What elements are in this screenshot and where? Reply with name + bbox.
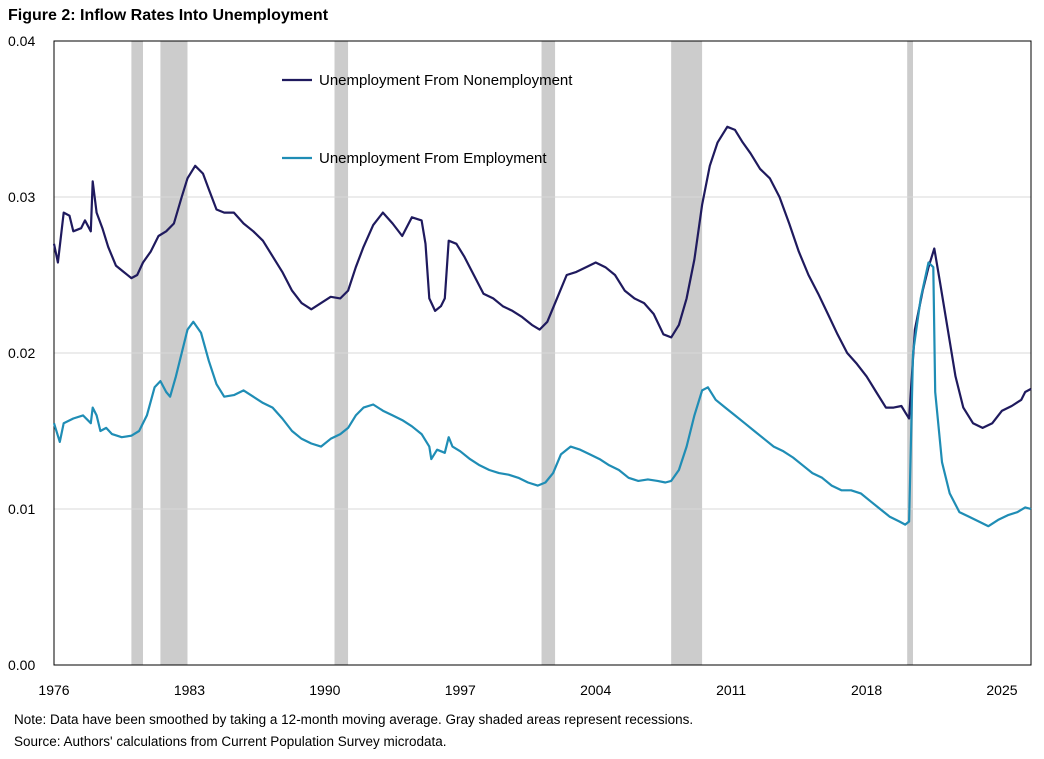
- source-note: Source: Authors' calculations from Curre…: [14, 734, 447, 749]
- y-tick-label-3: 0.03: [8, 189, 35, 205]
- x-axis-ticks: 1976 1983 1990 1997 2004 2011 2018 2025: [38, 682, 1017, 698]
- line-chart: 0.00 0.01 0.02 0.03 0.04 1976 1983 1990 1997 200…: [8, 33, 1032, 698]
- x-tick-label-4: 2004: [580, 682, 611, 698]
- legend-label-nonemployment: Unemployment From Nonemployment: [319, 72, 573, 89]
- footnote: Note: Data have been smoothed by taking …: [14, 712, 694, 727]
- y-axis-ticks: 0.00 0.01 0.02 0.03 0.04: [8, 33, 35, 673]
- series-line-nonemployment: [52, 125, 1032, 429]
- x-tick-label-6: 2018: [851, 682, 882, 698]
- series-lines: [52, 125, 1032, 528]
- y-tick-label-0: 0.00: [8, 657, 35, 673]
- x-tick-label-7: 2025: [986, 682, 1017, 698]
- y-tick-label-4: 0.04: [8, 33, 35, 49]
- y-tick-label-2: 0.02: [8, 345, 35, 361]
- x-tick-label-1: 1983: [174, 682, 205, 698]
- y-tick-label-1: 0.01: [8, 501, 35, 517]
- x-tick-label-3: 1997: [445, 682, 476, 698]
- chart-title: Figure 2: Inflow Rates Into Unemployment: [8, 7, 329, 24]
- legend: Unemployment From Nonemployment Unemploy…: [282, 72, 573, 167]
- series-line-employment: [52, 261, 1032, 528]
- x-tick-label-2: 1990: [309, 682, 340, 698]
- x-tick-label-5: 2011: [716, 682, 746, 698]
- plot-frame: [53, 40, 1032, 666]
- x-tick-label-0: 1976: [38, 682, 69, 698]
- legend-label-employment: Unemployment From Employment: [319, 150, 547, 167]
- gridlines: [54, 196, 1031, 510]
